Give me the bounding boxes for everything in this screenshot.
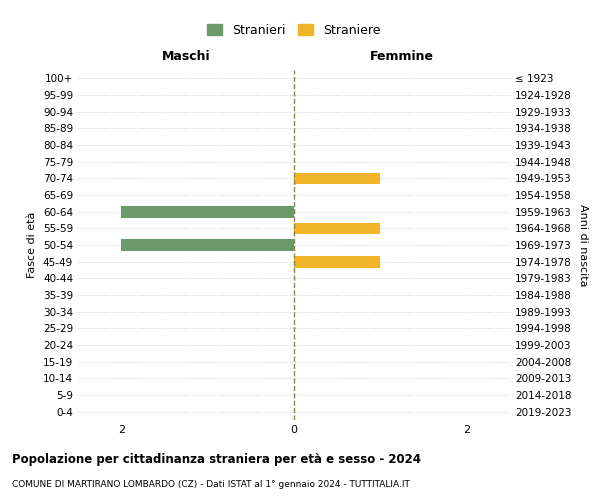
Y-axis label: Fasce di età: Fasce di età (28, 212, 37, 278)
Y-axis label: Anni di nascita: Anni di nascita (578, 204, 588, 286)
Bar (294, 222, 380, 234)
Text: COMUNE DI MARTIRANO LOMBARDO (CZ) - Dati ISTAT al 1° gennaio 2024 - TUTTITALIA.I: COMUNE DI MARTIRANO LOMBARDO (CZ) - Dati… (12, 480, 410, 489)
Text: Maschi: Maschi (161, 50, 211, 63)
Bar (294, 256, 380, 268)
Bar (294, 172, 380, 184)
Text: Femmine: Femmine (370, 50, 434, 63)
Legend: Stranieri, Straniere: Stranieri, Straniere (203, 20, 385, 41)
Bar (121, 239, 294, 251)
Text: Popolazione per cittadinanza straniera per età e sesso - 2024: Popolazione per cittadinanza straniera p… (12, 452, 421, 466)
Bar (121, 206, 294, 218)
